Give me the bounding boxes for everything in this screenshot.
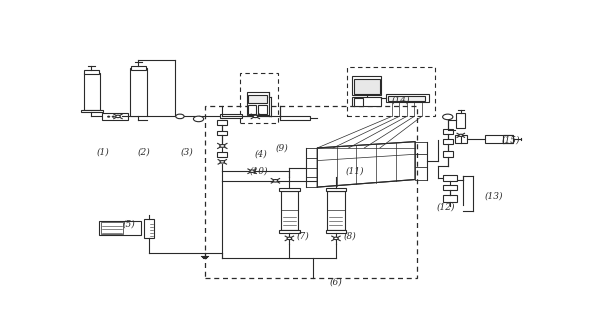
Circle shape xyxy=(459,134,463,136)
Bar xyxy=(455,135,467,143)
Text: (11): (11) xyxy=(346,166,364,175)
Bar xyxy=(248,95,267,103)
Bar xyxy=(352,97,381,106)
Bar xyxy=(281,191,298,230)
Circle shape xyxy=(175,114,184,119)
Text: (14): (14) xyxy=(392,95,410,105)
Text: (5): (5) xyxy=(123,219,135,228)
Circle shape xyxy=(442,114,453,120)
Text: (6): (6) xyxy=(329,278,343,287)
Text: (2): (2) xyxy=(138,147,150,156)
Circle shape xyxy=(107,116,110,117)
Text: (10): (10) xyxy=(250,166,269,175)
Bar xyxy=(386,94,429,102)
Text: (4): (4) xyxy=(255,150,268,159)
Bar xyxy=(84,73,100,110)
Bar xyxy=(246,92,269,115)
Bar xyxy=(280,116,310,120)
Bar xyxy=(327,191,345,230)
Text: (9): (9) xyxy=(276,143,288,153)
Bar xyxy=(101,222,123,234)
Bar xyxy=(248,105,256,114)
Bar xyxy=(442,139,453,144)
Bar xyxy=(326,188,346,191)
Bar xyxy=(347,67,435,116)
Circle shape xyxy=(334,237,338,240)
Bar xyxy=(485,135,513,143)
Bar xyxy=(217,131,227,135)
Bar xyxy=(144,219,154,238)
Bar xyxy=(279,188,300,191)
Text: (7): (7) xyxy=(297,232,310,241)
Bar xyxy=(102,113,128,120)
Circle shape xyxy=(253,115,258,118)
Text: (12): (12) xyxy=(436,203,455,212)
Text: (13): (13) xyxy=(485,192,504,200)
Bar xyxy=(84,71,99,74)
Circle shape xyxy=(287,237,291,240)
Bar xyxy=(443,185,457,190)
Bar xyxy=(219,114,242,118)
Circle shape xyxy=(115,115,120,118)
Circle shape xyxy=(220,145,225,147)
Bar xyxy=(130,69,147,116)
Bar xyxy=(442,151,453,157)
Bar xyxy=(456,113,465,128)
Circle shape xyxy=(273,179,278,182)
Circle shape xyxy=(220,161,225,163)
Circle shape xyxy=(194,116,204,122)
Bar xyxy=(326,230,346,233)
Bar xyxy=(353,98,363,106)
Bar xyxy=(443,195,457,202)
Bar xyxy=(502,135,513,143)
Bar xyxy=(353,78,380,94)
Polygon shape xyxy=(317,142,415,187)
Bar xyxy=(352,76,381,95)
Bar xyxy=(130,66,147,70)
Circle shape xyxy=(117,116,120,117)
Bar xyxy=(388,96,426,101)
Text: (1): (1) xyxy=(97,147,109,156)
Bar xyxy=(204,106,416,278)
Text: (15): (15) xyxy=(501,136,520,145)
Bar xyxy=(217,120,227,125)
Text: (8): (8) xyxy=(344,232,356,241)
Circle shape xyxy=(112,116,115,117)
Bar xyxy=(443,175,457,181)
Bar xyxy=(279,230,300,233)
Bar xyxy=(81,110,103,112)
Bar xyxy=(442,129,453,134)
Bar xyxy=(217,152,227,157)
Circle shape xyxy=(250,170,254,173)
Bar xyxy=(240,73,278,123)
Text: (3): (3) xyxy=(180,147,194,156)
Bar xyxy=(99,221,141,235)
Bar xyxy=(258,105,267,114)
